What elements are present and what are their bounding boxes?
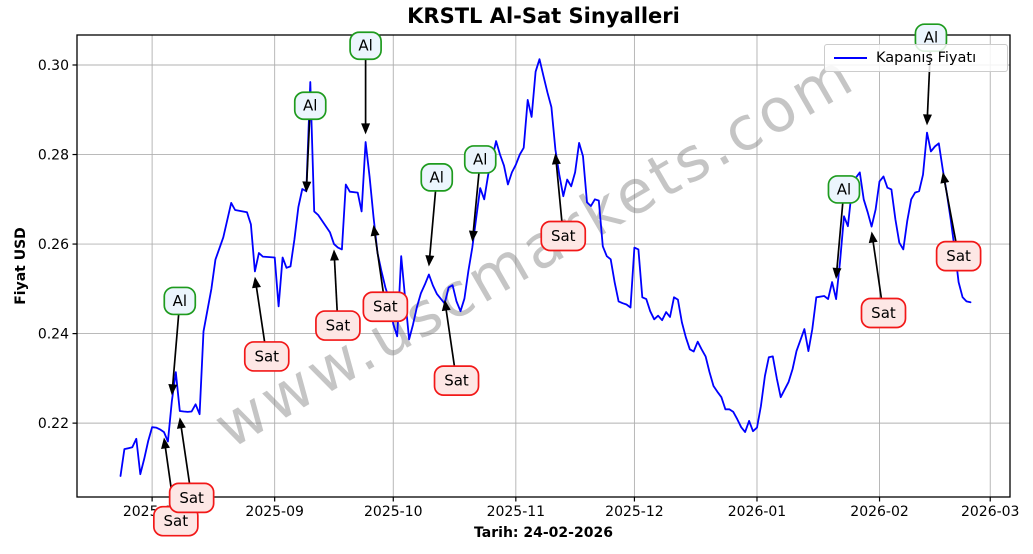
signal-arrowhead — [551, 153, 561, 165]
signal-arrowhead — [370, 224, 380, 237]
buy-signal-box — [293, 91, 327, 121]
legend-line-icon — [834, 57, 867, 59]
buy-signal-box — [420, 163, 454, 192]
chart-title: KRSTL Al-Sat Sinyalleri — [407, 4, 680, 28]
sell-signal-box — [315, 310, 361, 341]
signal-arrowhead — [161, 437, 170, 449]
legend-label: Kapanış Fiyatı — [876, 50, 977, 66]
x-axis-tick-label: 2025-10 — [364, 504, 423, 520]
sell-signal-box — [362, 291, 409, 323]
buy-signal-box — [163, 286, 197, 316]
sell-signal-box — [168, 482, 215, 514]
buy-signal-box — [349, 31, 382, 61]
signal-arrowhead — [168, 384, 178, 396]
signal-arrowhead — [302, 181, 312, 193]
sell-signal-label: Sat — [326, 317, 351, 335]
sell-signal-label: Sat — [373, 298, 398, 316]
legend: Kapanış Fiyatı — [824, 44, 1008, 72]
buy-signal-box — [827, 175, 861, 204]
signal-arrowhead — [868, 231, 878, 244]
signal-arrowhead — [425, 255, 435, 267]
price-line — [119, 58, 972, 477]
y-axis-tick-label: 0.26 — [38, 237, 69, 253]
sell-signal-label: Sat — [164, 512, 189, 530]
buy-signal-label: Al — [924, 29, 938, 47]
buy-signal-label: Al — [173, 292, 187, 310]
sell-signal-box — [860, 297, 907, 329]
signal-arrowhead — [441, 299, 451, 312]
y-axis-tick-label: 0.24 — [38, 327, 69, 343]
sell-signal-label: Sat — [551, 227, 576, 245]
sell-signal-box — [433, 365, 480, 396]
buy-signal-label: Al — [473, 150, 487, 168]
x-axis-tick-label: 2026-01 — [728, 504, 787, 520]
sell-signal-label: Sat — [946, 247, 971, 265]
sell-signal-label: Sat — [254, 347, 279, 365]
x-axis-tick-label: 2025-11 — [487, 504, 546, 520]
buy-signal-box — [463, 145, 497, 174]
y-axis-tick-label: 0.28 — [38, 148, 69, 164]
sell-signal-label: Sat — [871, 304, 896, 322]
signal-arrowhead — [468, 230, 478, 242]
x-axis-tick-label: 2025-12 — [605, 504, 664, 520]
signal-arrowhead — [922, 114, 932, 126]
signal-arrowhead — [940, 171, 950, 184]
signal-arrowhead — [361, 123, 371, 135]
y-axis-tick-label: 0.22 — [38, 416, 69, 432]
buy-signal-label: Al — [358, 37, 372, 55]
sell-signal-label: Sat — [179, 489, 204, 507]
sell-signal-box — [540, 220, 587, 252]
signal-arrowhead — [330, 249, 340, 261]
signal-arrowhead — [252, 276, 261, 289]
y-axis-tick-label: 0.30 — [38, 58, 69, 74]
y-axis-label: Fiyat USD — [13, 227, 29, 305]
buy-signal-label: Al — [303, 97, 317, 115]
sell-signal-label: Sat — [444, 372, 469, 390]
sell-signal-box — [243, 341, 290, 372]
x-axis-tick-label: 2026-02 — [850, 504, 909, 520]
x-axis-label: Tarih: 24-02-2026 — [474, 525, 613, 541]
signal-arrowhead — [832, 267, 842, 279]
x-axis-tick-label: 2026-03 — [961, 504, 1020, 520]
buy-signal-label: Al — [430, 168, 444, 186]
buy-signal-label: Al — [837, 180, 851, 198]
x-axis-tick-label: 2025-09 — [245, 504, 304, 520]
signal-arrowhead — [176, 417, 186, 429]
sell-signal-box — [935, 240, 982, 272]
plot-border — [76, 34, 1011, 498]
